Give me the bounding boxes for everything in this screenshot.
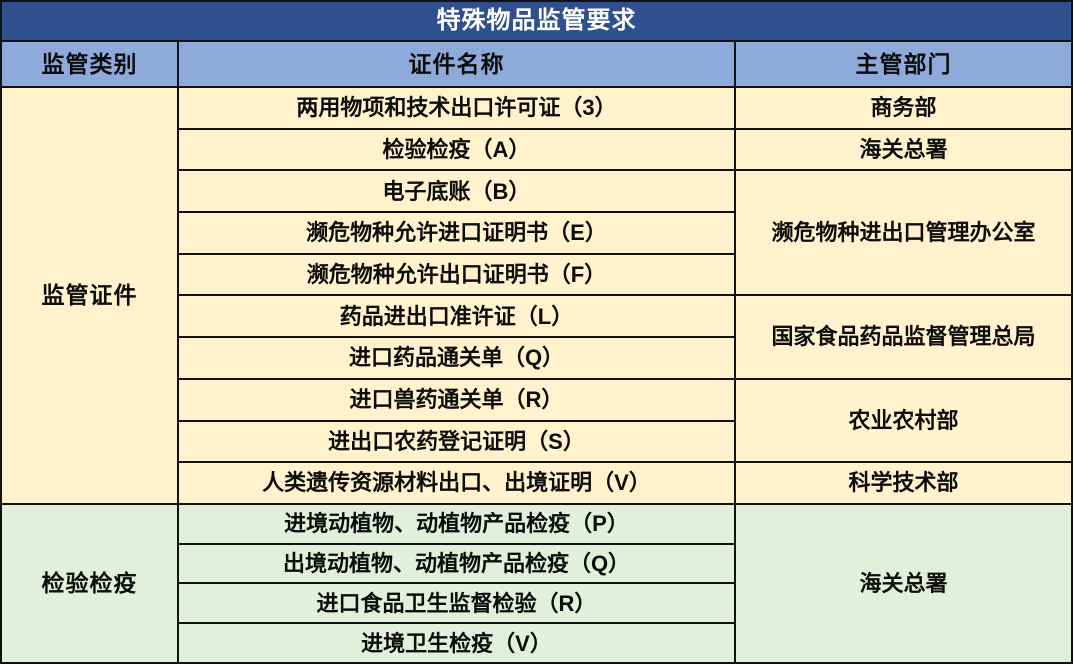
category-cell-inspection-quarantine: 检验检疫 bbox=[2, 504, 177, 663]
cert-cell-entry-animal-plant-p: 进境动植物、动植物产品检疫（P） bbox=[179, 504, 734, 543]
cert-cell-vet-drug-clearance-r: 进口兽药通关单（R） bbox=[179, 379, 734, 420]
category-cell-regulatory-certs: 监管证件 bbox=[2, 88, 177, 503]
dept-cell-customs-quarantine: 海关总署 bbox=[736, 504, 1071, 663]
cert-cell-pesticide-registration-s: 进出口农药登记证明（S） bbox=[179, 421, 734, 462]
col-header-cert-name: 证件名称 bbox=[179, 42, 734, 86]
dept-cell-food-drug-admin: 国家食品药品监督管理总局 bbox=[736, 296, 1071, 378]
cert-cell-human-genetic-resources-v: 人类遗传资源材料出口、出境证明（V） bbox=[179, 463, 734, 503]
cert-cell-inspection-quarantine-a: 检验检疫（A） bbox=[179, 129, 734, 170]
cert-cell-dual-use-export-license: 两用物项和技术出口许可证（3） bbox=[179, 88, 734, 128]
col-header-dept: 主管部门 bbox=[736, 42, 1071, 86]
cert-cell-exit-animal-plant-q: 出境动植物、动植物产品检疫（Q） bbox=[179, 544, 734, 583]
cert-cell-import-drug-clearance-q: 进口药品通关单（Q） bbox=[179, 338, 734, 378]
dept-cell-science-technology: 科学技术部 bbox=[736, 463, 1071, 503]
cert-cell-electronic-ledger-b: 电子底账（B） bbox=[179, 171, 734, 212]
dept-cell-mofcom: 商务部 bbox=[736, 88, 1071, 128]
dept-cell-customs: 海关总署 bbox=[736, 129, 1071, 170]
cert-cell-endangered-import-e: 濒危物种允许进口证明书（E） bbox=[179, 213, 734, 253]
col-header-category: 监管类别 bbox=[2, 42, 177, 86]
table-title: 特殊物品监管要求 bbox=[2, 2, 1071, 40]
cert-cell-entry-health-quarantine-v: 进境卫生检疫（V） bbox=[179, 624, 734, 663]
cert-cell-import-food-hygiene-r: 进口食品卫生监督检验（R） bbox=[179, 584, 734, 623]
cert-cell-endangered-export-f: 濒危物种允许出口证明书（F） bbox=[179, 254, 734, 295]
dept-cell-agriculture-rural-affairs: 农业农村部 bbox=[736, 379, 1071, 462]
cert-cell-drug-import-export-l: 药品进出口准许证（L） bbox=[179, 296, 734, 337]
dept-cell-endangered-species-office: 濒危物种进出口管理办公室 bbox=[736, 171, 1071, 295]
